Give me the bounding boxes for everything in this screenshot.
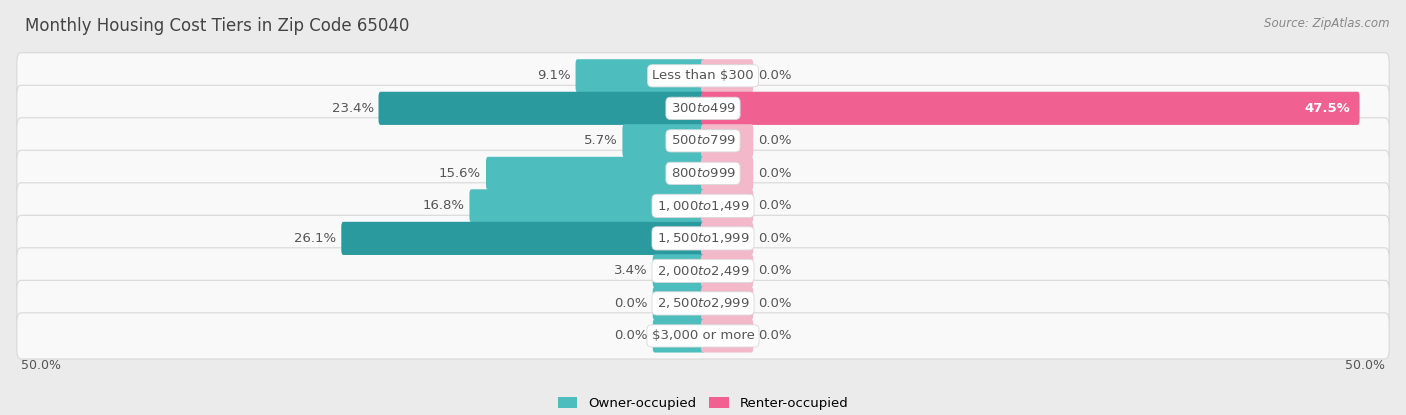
Text: 0.0%: 0.0% [758, 199, 792, 212]
Text: 16.8%: 16.8% [423, 199, 464, 212]
FancyBboxPatch shape [702, 124, 754, 157]
FancyBboxPatch shape [17, 248, 1389, 294]
Text: 3.4%: 3.4% [614, 264, 648, 277]
Text: $1,000 to $1,499: $1,000 to $1,499 [657, 199, 749, 213]
FancyBboxPatch shape [17, 215, 1389, 261]
FancyBboxPatch shape [702, 320, 754, 352]
FancyBboxPatch shape [378, 92, 704, 125]
FancyBboxPatch shape [702, 157, 754, 190]
Text: 0.0%: 0.0% [758, 69, 792, 82]
Text: 23.4%: 23.4% [332, 102, 374, 115]
Text: Monthly Housing Cost Tiers in Zip Code 65040: Monthly Housing Cost Tiers in Zip Code 6… [25, 17, 409, 34]
Text: Source: ZipAtlas.com: Source: ZipAtlas.com [1264, 17, 1389, 29]
Text: 5.7%: 5.7% [583, 134, 617, 147]
FancyBboxPatch shape [702, 92, 1360, 125]
Text: $800 to $999: $800 to $999 [671, 167, 735, 180]
FancyBboxPatch shape [17, 53, 1389, 99]
FancyBboxPatch shape [470, 189, 704, 222]
FancyBboxPatch shape [17, 313, 1389, 359]
Text: 50.0%: 50.0% [1346, 359, 1385, 372]
Text: 0.0%: 0.0% [614, 330, 648, 342]
Text: 9.1%: 9.1% [537, 69, 571, 82]
FancyBboxPatch shape [17, 85, 1389, 132]
Text: 0.0%: 0.0% [758, 167, 792, 180]
Text: $300 to $499: $300 to $499 [671, 102, 735, 115]
Text: $2,000 to $2,499: $2,000 to $2,499 [657, 264, 749, 278]
Text: Less than $300: Less than $300 [652, 69, 754, 82]
Text: 0.0%: 0.0% [758, 134, 792, 147]
FancyBboxPatch shape [702, 254, 754, 288]
Text: 47.5%: 47.5% [1305, 102, 1351, 115]
Text: 0.0%: 0.0% [758, 264, 792, 277]
Text: $1,500 to $1,999: $1,500 to $1,999 [657, 232, 749, 245]
FancyBboxPatch shape [702, 287, 754, 320]
Text: 0.0%: 0.0% [758, 232, 792, 245]
FancyBboxPatch shape [702, 189, 754, 222]
Text: 26.1%: 26.1% [294, 232, 336, 245]
Text: 0.0%: 0.0% [758, 330, 792, 342]
FancyBboxPatch shape [652, 320, 704, 352]
FancyBboxPatch shape [575, 59, 704, 93]
Legend: Owner-occupied, Renter-occupied: Owner-occupied, Renter-occupied [553, 391, 853, 415]
FancyBboxPatch shape [702, 222, 754, 255]
FancyBboxPatch shape [17, 118, 1389, 164]
FancyBboxPatch shape [342, 222, 704, 255]
Text: 0.0%: 0.0% [614, 297, 648, 310]
Text: 0.0%: 0.0% [758, 297, 792, 310]
FancyBboxPatch shape [486, 157, 704, 190]
FancyBboxPatch shape [17, 150, 1389, 196]
FancyBboxPatch shape [623, 124, 704, 157]
FancyBboxPatch shape [652, 287, 704, 320]
FancyBboxPatch shape [17, 281, 1389, 327]
FancyBboxPatch shape [702, 59, 754, 93]
Text: $500 to $799: $500 to $799 [671, 134, 735, 147]
Text: $3,000 or more: $3,000 or more [651, 330, 755, 342]
Text: 50.0%: 50.0% [21, 359, 60, 372]
Text: 15.6%: 15.6% [439, 167, 481, 180]
FancyBboxPatch shape [652, 254, 704, 288]
Text: $2,500 to $2,999: $2,500 to $2,999 [657, 296, 749, 310]
FancyBboxPatch shape [17, 183, 1389, 229]
